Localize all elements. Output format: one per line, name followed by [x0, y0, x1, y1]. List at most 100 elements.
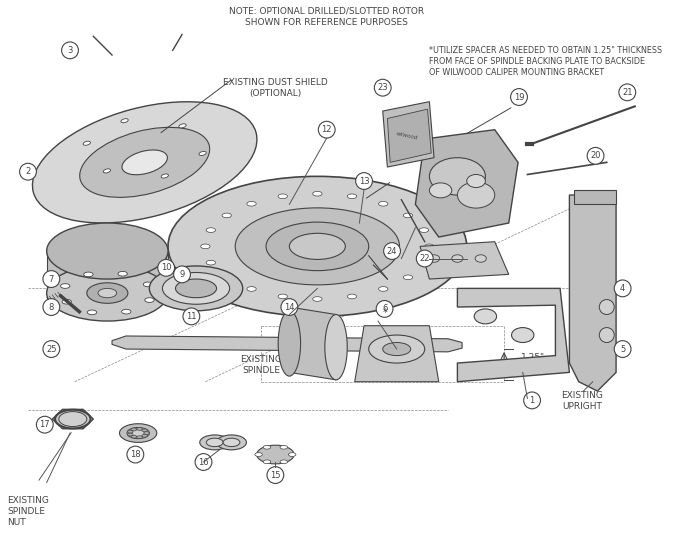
Ellipse shape — [216, 435, 246, 450]
Ellipse shape — [83, 141, 90, 145]
Polygon shape — [52, 410, 93, 429]
Ellipse shape — [419, 260, 428, 265]
Circle shape — [174, 266, 190, 283]
Ellipse shape — [178, 124, 186, 128]
Ellipse shape — [168, 176, 467, 316]
Circle shape — [376, 301, 393, 317]
Text: EXISTING
SPINDLE
NUT: EXISTING SPINDLE NUT — [8, 496, 49, 527]
Ellipse shape — [136, 436, 142, 438]
Circle shape — [614, 280, 631, 297]
Circle shape — [183, 308, 200, 325]
Ellipse shape — [428, 255, 440, 262]
Ellipse shape — [176, 279, 216, 297]
Ellipse shape — [429, 183, 452, 198]
Ellipse shape — [512, 327, 534, 343]
Text: 21: 21 — [622, 88, 633, 97]
Ellipse shape — [429, 158, 485, 195]
Text: 5: 5 — [620, 345, 625, 354]
Circle shape — [374, 79, 391, 96]
Ellipse shape — [288, 453, 296, 456]
Text: EXISTING
UPRIGHT: EXISTING UPRIGHT — [561, 391, 603, 411]
Circle shape — [318, 121, 335, 138]
Circle shape — [158, 259, 174, 276]
Ellipse shape — [289, 233, 345, 259]
Ellipse shape — [278, 194, 288, 199]
Text: 11: 11 — [186, 312, 197, 321]
Circle shape — [384, 243, 400, 259]
Ellipse shape — [47, 223, 168, 279]
Text: 18: 18 — [130, 450, 141, 459]
Ellipse shape — [347, 294, 357, 299]
Ellipse shape — [280, 460, 288, 464]
Text: 25: 25 — [46, 345, 57, 354]
Ellipse shape — [223, 438, 240, 446]
Ellipse shape — [88, 310, 97, 315]
Ellipse shape — [47, 265, 168, 321]
Ellipse shape — [419, 228, 428, 233]
Ellipse shape — [313, 297, 322, 301]
Text: 1.25"
THICK*: 1.25" THICK* — [521, 353, 552, 373]
Ellipse shape — [149, 266, 243, 311]
Circle shape — [614, 341, 631, 358]
Polygon shape — [569, 195, 616, 391]
Ellipse shape — [131, 435, 136, 438]
Ellipse shape — [142, 429, 148, 432]
Ellipse shape — [199, 151, 206, 155]
Text: 8: 8 — [49, 302, 54, 311]
Text: 17: 17 — [39, 420, 50, 429]
Circle shape — [281, 299, 297, 316]
Ellipse shape — [474, 309, 496, 324]
Ellipse shape — [599, 300, 614, 315]
Ellipse shape — [118, 271, 127, 276]
Circle shape — [587, 147, 604, 164]
Ellipse shape — [201, 244, 210, 249]
Ellipse shape — [263, 460, 271, 464]
Ellipse shape — [257, 445, 294, 464]
Circle shape — [267, 467, 284, 483]
Text: 6: 6 — [382, 304, 387, 314]
Ellipse shape — [599, 327, 614, 343]
Polygon shape — [47, 251, 168, 293]
Text: 2: 2 — [25, 167, 31, 176]
Circle shape — [619, 84, 636, 101]
Text: 4: 4 — [620, 284, 625, 293]
Polygon shape — [112, 336, 462, 352]
Ellipse shape — [403, 213, 413, 218]
Text: *UTILIZE SPACER AS NEEDED TO OBTAIN 1.25" THICKNESS
FROM FACE OF SPINDLE BACKING: *UTILIZE SPACER AS NEEDED TO OBTAIN 1.25… — [429, 46, 662, 77]
Ellipse shape — [247, 287, 256, 291]
Circle shape — [127, 446, 144, 463]
Ellipse shape — [280, 445, 288, 449]
Text: 9: 9 — [179, 270, 185, 279]
Text: EXISTING DUST SHIELD
(OPTIONAL): EXISTING DUST SHIELD (OPTIONAL) — [223, 78, 328, 99]
Circle shape — [20, 163, 36, 180]
Ellipse shape — [263, 445, 271, 449]
Ellipse shape — [144, 431, 149, 435]
Polygon shape — [415, 130, 518, 237]
Ellipse shape — [145, 297, 154, 302]
Circle shape — [356, 173, 372, 189]
Ellipse shape — [61, 284, 70, 288]
Ellipse shape — [206, 260, 216, 265]
Ellipse shape — [278, 294, 288, 299]
Text: 15: 15 — [270, 471, 281, 480]
Text: 16: 16 — [198, 458, 209, 466]
Polygon shape — [355, 326, 439, 382]
Ellipse shape — [87, 283, 128, 303]
Polygon shape — [289, 307, 336, 380]
Text: EXISTING
SPINDLE: EXISTING SPINDLE — [240, 355, 282, 375]
Ellipse shape — [369, 335, 425, 363]
Ellipse shape — [121, 118, 128, 123]
Ellipse shape — [452, 255, 463, 262]
Ellipse shape — [144, 282, 153, 287]
Ellipse shape — [122, 309, 131, 314]
Text: NOTE: OPTIONAL DRILLED/SLOTTED ROTOR
SHOWN FOR REFERENCE PURPOSES: NOTE: OPTIONAL DRILLED/SLOTTED ROTOR SHO… — [229, 7, 424, 27]
Text: *: * — [383, 308, 388, 318]
Ellipse shape — [222, 213, 232, 218]
Circle shape — [43, 299, 60, 316]
Ellipse shape — [161, 174, 169, 178]
Polygon shape — [574, 190, 616, 204]
Text: 13: 13 — [358, 176, 370, 185]
Ellipse shape — [425, 244, 434, 249]
Ellipse shape — [475, 255, 486, 262]
Ellipse shape — [255, 453, 262, 456]
